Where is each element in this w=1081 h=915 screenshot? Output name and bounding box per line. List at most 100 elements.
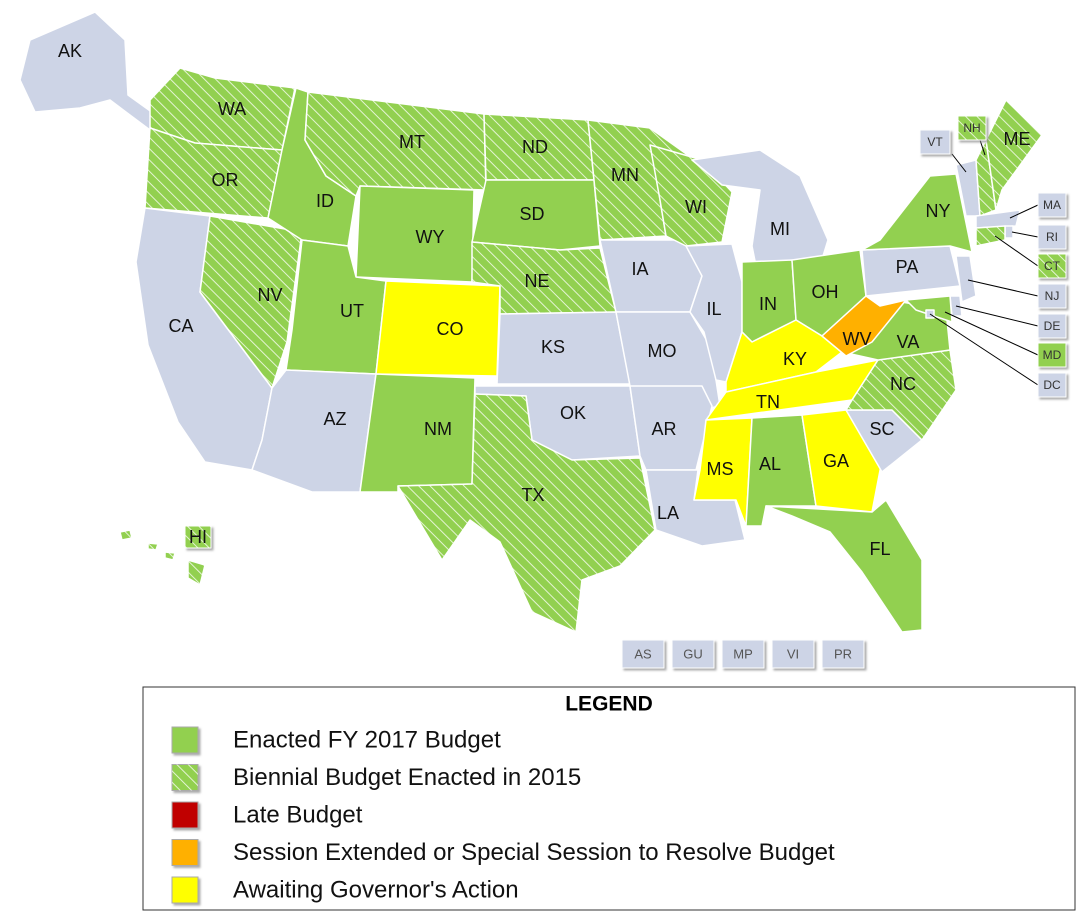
state-label: UT [340,301,364,321]
leader-line [967,279,1039,297]
state-label: FL [869,539,890,559]
legend-label: Biennial Budget Enacted in 2015 [233,764,581,791]
state-label: ND [522,137,548,157]
state-label: HI [189,527,207,547]
state-label: DE [1044,319,1061,333]
state-label: DC [1043,378,1061,392]
state-label: MN [611,165,639,185]
territory-label: AS [634,646,652,661]
leader-line [944,311,1039,356]
territory-box [821,639,865,669]
state-shape [765,499,923,633]
state-hatch [305,92,486,196]
state-label: OR [212,170,239,190]
state-label: SD [519,204,544,224]
state-label: IN [759,294,777,314]
state-label-hatch [1038,254,1066,278]
state-label-box [1037,313,1067,339]
state-label: MT [399,132,425,152]
state-hatch [472,242,616,314]
state-hatch [120,530,132,540]
state-shape [861,173,973,253]
leader-line [994,235,1039,267]
state-label-box [1037,224,1067,250]
states [19,11,1043,633]
legend: Enacted FY 2017 Budget Biennial Budget En… [171,726,835,904]
state-label: MA [1043,198,1061,212]
state-label: OK [560,403,586,423]
state-shape [645,469,746,547]
labels: AK HI WA OR CA NV ID MT WY UT AZ CO NM ND SD NE KS OK TX MN… [58,41,1067,669]
state-label-box [1037,342,1067,368]
state-shape [599,239,703,313]
territory-label: GU [683,646,703,661]
state-label: NV [257,285,282,305]
state-shape [955,255,977,303]
state-hatch [200,216,302,388]
state-hatch [484,114,594,180]
state-label-hatch [185,526,211,548]
state-label: MI [770,219,790,239]
legend-swatch [171,839,199,866]
legend-swatch [171,726,199,754]
state-hatch [846,350,956,440]
state-label: NC [890,374,916,394]
state-label: GA [823,451,849,471]
legend-label: Awaiting Governor's Action [233,876,519,903]
state-label-box [919,129,951,155]
state-label-box [1037,283,1067,309]
territory-label: VI [787,646,799,661]
leader-line [1011,231,1039,238]
state-label: KS [541,337,565,357]
leader-line [951,153,967,173]
state-label-hatch [958,116,986,140]
territory-label: MP [733,646,753,661]
state-hatch [976,140,996,216]
legend-label: Enacted FY 2017 Budget [233,726,501,753]
state-label-box [1037,192,1067,218]
state-label: WY [416,227,445,247]
state-label: AZ [323,409,346,429]
state-label: ID [316,191,334,211]
state-label: KY [783,349,807,369]
state-label: IA [631,259,648,279]
state-label: AR [651,419,676,439]
legend-swatch [171,801,199,829]
state-label: TX [521,485,544,505]
legend-label: Late Budget [233,801,363,828]
state-label: PA [896,257,919,277]
territory-box [671,639,715,669]
state-label: CA [168,316,193,336]
state-label: VT [927,135,943,149]
state-label: VA [897,332,920,352]
state-label: MD [1043,348,1062,362]
leader-line [1009,204,1039,219]
state-label: WV [843,329,872,349]
legend-swatch [171,876,199,904]
state-label: SC [869,419,894,439]
state-hatch [986,100,1042,210]
state-hatch [976,226,1005,246]
state-hatch [145,128,282,218]
territory-box [771,639,815,669]
state-label: LA [657,503,679,523]
state-hatch [150,68,295,150]
state-shape [471,179,601,251]
state-label: AL [759,454,781,474]
state-label: OH [812,282,839,302]
leader-line [955,305,1039,327]
state-shape [685,243,743,383]
state-label: NH [963,121,980,135]
state-hatch [165,552,175,560]
legend-label: Session Extended or Special Session to R… [233,839,835,866]
state-label: CO [437,319,464,339]
state-label: ME [1004,129,1031,149]
state-shape [359,373,476,493]
state-shape [905,295,953,323]
state-label: IL [706,299,721,319]
state-hatch [188,560,205,585]
state-label: NJ [1045,289,1060,303]
state-label: CT [1044,259,1061,273]
legend-box [142,686,1076,911]
